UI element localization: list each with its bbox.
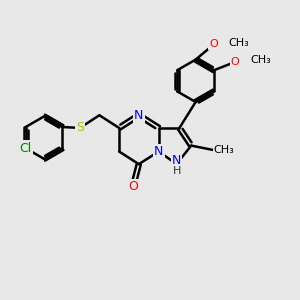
Text: O: O [209, 39, 218, 49]
Text: CH₃: CH₃ [250, 56, 271, 65]
Text: O: O [231, 57, 240, 67]
Text: CH₃: CH₃ [213, 145, 234, 155]
Text: N: N [154, 145, 164, 158]
Text: N: N [134, 109, 143, 122]
Text: Cl: Cl [20, 142, 32, 155]
Text: S: S [76, 122, 84, 134]
Text: CH₃: CH₃ [229, 38, 249, 48]
Text: N: N [172, 154, 181, 167]
Text: H: H [173, 167, 181, 176]
Text: O: O [128, 180, 138, 193]
